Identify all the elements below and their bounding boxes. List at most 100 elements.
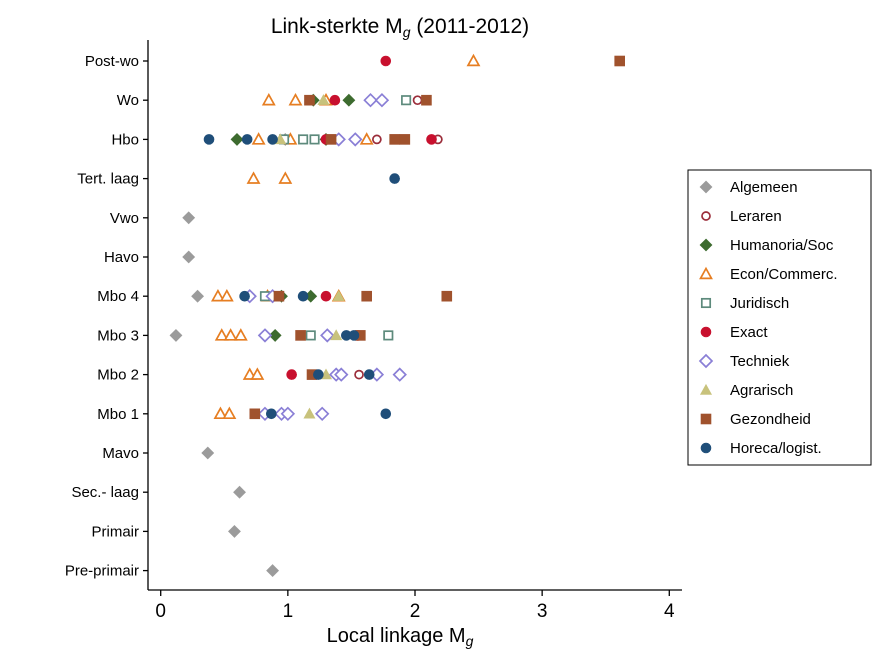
series-gezondheid xyxy=(249,55,626,420)
point-horeca-logist-mbo-3-7 xyxy=(348,330,360,341)
point-humanoria-soc-mbo-3-6 xyxy=(268,328,282,342)
point-gezondheid-wo-2 xyxy=(421,94,432,106)
legend-item-horeca-logist: Horeca/logist. xyxy=(700,440,822,457)
x-axis-title: Local linkage Mg xyxy=(327,625,474,649)
data-markers xyxy=(169,53,626,578)
point-algemeen-pre-primair-7 xyxy=(266,564,280,578)
series-horeca-logist xyxy=(203,134,400,420)
point-exact-hbo-3 xyxy=(426,134,437,145)
legend-item-econ-commerc: Econ/Commerc. xyxy=(699,266,838,283)
point-algemeen-sec-laag-5 xyxy=(233,485,246,499)
category-label-mbo-2: Mbo 2 xyxy=(97,367,139,384)
point-econ-commerc-hbo-6 xyxy=(359,132,374,145)
point-techniek-mbo-2-9 xyxy=(334,367,349,382)
point-econ-commerc-mbo-1-18 xyxy=(213,406,228,420)
series-algemeen xyxy=(169,132,292,578)
point-agrarisch-mbo-3-3 xyxy=(330,329,343,341)
point-techniek-wo-1 xyxy=(374,92,390,108)
point-horeca-logist-mbo-4-5 xyxy=(297,290,309,302)
point-gezondheid-hbo-4 xyxy=(389,134,400,145)
point-gezondheid-hbo-5 xyxy=(399,134,411,145)
legend-marker-algemeen xyxy=(699,180,713,194)
point-leraren-hbo-1 xyxy=(372,134,382,145)
point-gezondheid-mbo-1-12 xyxy=(249,408,261,420)
legend-item-leraren: Leraren xyxy=(701,208,782,225)
point-gezondheid-mbo-3-9 xyxy=(295,330,306,341)
legend-marker-juridisch xyxy=(700,297,712,309)
category-label-pre-primair: Pre-primair xyxy=(65,563,139,580)
point-techniek-mbo-3-7 xyxy=(320,328,335,343)
point-horeca-logist-mbo-4-4 xyxy=(239,290,250,302)
point-juridisch-mbo-3-5 xyxy=(305,330,316,341)
legend-marker-humanoria-soc xyxy=(699,238,713,252)
point-techniek-hbo-3 xyxy=(348,132,363,147)
legend-item-gezondheid: Gezondheid xyxy=(700,411,811,428)
x-tick-label-4: 4 xyxy=(664,601,675,622)
point-algemeen-vwo-0 xyxy=(182,211,196,225)
x-tick-label-2: 2 xyxy=(410,601,421,622)
point-exact-mbo-4-4 xyxy=(320,290,332,302)
point-algemeen-primair-6 xyxy=(228,524,241,538)
legend-item-agrarisch: Agrarisch xyxy=(699,382,793,399)
category-label-post-wo: Post-wo xyxy=(85,53,139,70)
category-label-mavo: Mavo xyxy=(102,445,139,462)
legend-marker-exact xyxy=(700,326,712,338)
point-econ-commerc-mbo-4-9 xyxy=(210,288,225,302)
x-tick-label-3: 3 xyxy=(537,601,548,622)
point-agrarisch-mbo-4-2 xyxy=(332,290,345,301)
point-econ-commerc-mbo-2-17 xyxy=(250,367,265,380)
series-econ-commerc xyxy=(210,53,481,420)
legend-label-humanoria-soc: Humanoria/Soc xyxy=(730,237,834,254)
point-econ-commerc-tert-laag-7 xyxy=(246,171,261,184)
point-econ-commerc-tert-laag-8 xyxy=(278,171,293,184)
point-gezondheid-mbo-4-7 xyxy=(361,290,372,302)
legend-item-juridisch: Juridisch xyxy=(700,295,789,312)
point-juridisch-mbo-3-6 xyxy=(383,330,394,341)
point-leraren-wo-0 xyxy=(412,95,423,106)
point-techniek-mbo-2-11 xyxy=(392,367,407,382)
category-label-mbo-4: Mbo 4 xyxy=(97,288,139,305)
point-gezondheid-mbo-4-8 xyxy=(441,290,453,302)
category-label-tert-laag: Tert. laag xyxy=(77,171,139,188)
plot-area: Post-wo Wo Hbo Tert. laag Vwo Havo Mbo 4 Mbo 3 M… xyxy=(65,40,682,622)
x-tick-label-1: 1 xyxy=(283,601,294,622)
legend-label-agrarisch: Agrarisch xyxy=(730,382,793,399)
point-exact-mbo-2-6 xyxy=(286,369,297,380)
point-algemeen-mavo-4 xyxy=(201,446,215,460)
point-horeca-logist-mbo-1-11 xyxy=(380,408,392,420)
legend-marker-gezondheid xyxy=(700,413,712,425)
point-algemeen-mbo-3-3 xyxy=(169,328,183,342)
legend-box xyxy=(687,169,872,466)
legend-label-gezondheid: Gezondheid xyxy=(730,411,811,428)
category-axis: Post-wo Wo Hbo Tert. laag Vwo Havo Mbo 4 Mbo 3 M… xyxy=(65,53,148,580)
legend-marker-leraren xyxy=(701,211,711,221)
point-gezondheid-wo-1 xyxy=(304,94,315,106)
point-econ-commerc-post-wo-0 xyxy=(466,53,481,67)
legend-label-juridisch: Juridisch xyxy=(730,295,789,312)
series-juridisch xyxy=(259,95,412,341)
point-horeca-logist-hbo-1 xyxy=(241,134,253,145)
point-exact-wo-1 xyxy=(329,94,341,106)
series-humanoria-soc xyxy=(230,93,356,342)
point-humanoria-soc-hbo-2 xyxy=(230,132,244,146)
point-algemeen-havo-1 xyxy=(182,250,196,264)
point-horeca-logist-mbo-2-8 xyxy=(313,369,324,380)
legend-item-techniek: Techniek xyxy=(698,353,790,370)
legend-marker-agrarisch xyxy=(699,383,713,395)
chart-title-subscript: g xyxy=(403,24,411,40)
point-humanoria-soc-wo-1 xyxy=(342,93,356,107)
legend-item-algemeen: Algemeen xyxy=(699,179,798,196)
category-label-havo: Havo xyxy=(104,249,139,266)
legend: Algemeen Leraren Humanoria/Soc Econ/Commerc… xyxy=(687,169,872,466)
point-horeca-logist-tert-laag-3 xyxy=(389,173,400,184)
point-horeca-logist-hbo-2 xyxy=(267,134,278,145)
x-axis-ticks: 0 1 2 3 4 xyxy=(155,590,675,622)
point-juridisch-hbo-3 xyxy=(309,134,320,145)
legend-label-techniek: Techniek xyxy=(730,353,790,370)
legend-label-algemeen: Algemeen xyxy=(730,179,798,196)
point-econ-commerc-mbo-4-10 xyxy=(219,288,234,302)
point-gezondheid-post-wo-0 xyxy=(614,55,626,67)
point-econ-commerc-wo-1 xyxy=(261,92,276,106)
point-gezondheid-mbo-4-6 xyxy=(273,290,285,302)
